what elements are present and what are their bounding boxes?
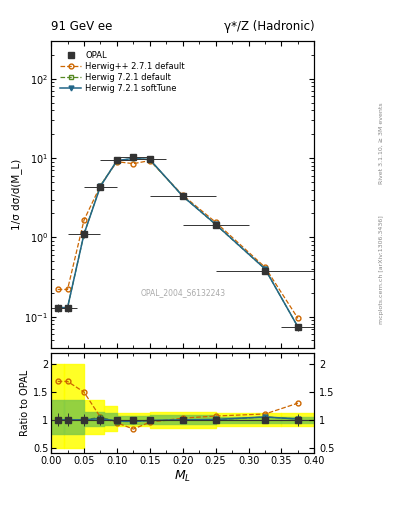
Text: OPAL_2004_S6132243: OPAL_2004_S6132243: [140, 288, 225, 297]
Legend: OPAL, Herwig++ 2.7.1 default, Herwig 7.2.1 default, Herwig 7.2.1 softTune: OPAL, Herwig++ 2.7.1 default, Herwig 7.2…: [58, 48, 187, 95]
Text: γ*/Z (Hadronic): γ*/Z (Hadronic): [224, 20, 314, 33]
Text: 91 GeV ee: 91 GeV ee: [51, 20, 112, 33]
Y-axis label: 1/σ dσ/d(M_L): 1/σ dσ/d(M_L): [11, 159, 22, 230]
X-axis label: $M_L$: $M_L$: [174, 468, 191, 484]
Y-axis label: Ratio to OPAL: Ratio to OPAL: [20, 370, 30, 436]
Text: mcplots.cern.ch [arXiv:1306.3436]: mcplots.cern.ch [arXiv:1306.3436]: [379, 215, 384, 324]
Text: Rivet 3.1.10, ≥ 3M events: Rivet 3.1.10, ≥ 3M events: [379, 102, 384, 184]
